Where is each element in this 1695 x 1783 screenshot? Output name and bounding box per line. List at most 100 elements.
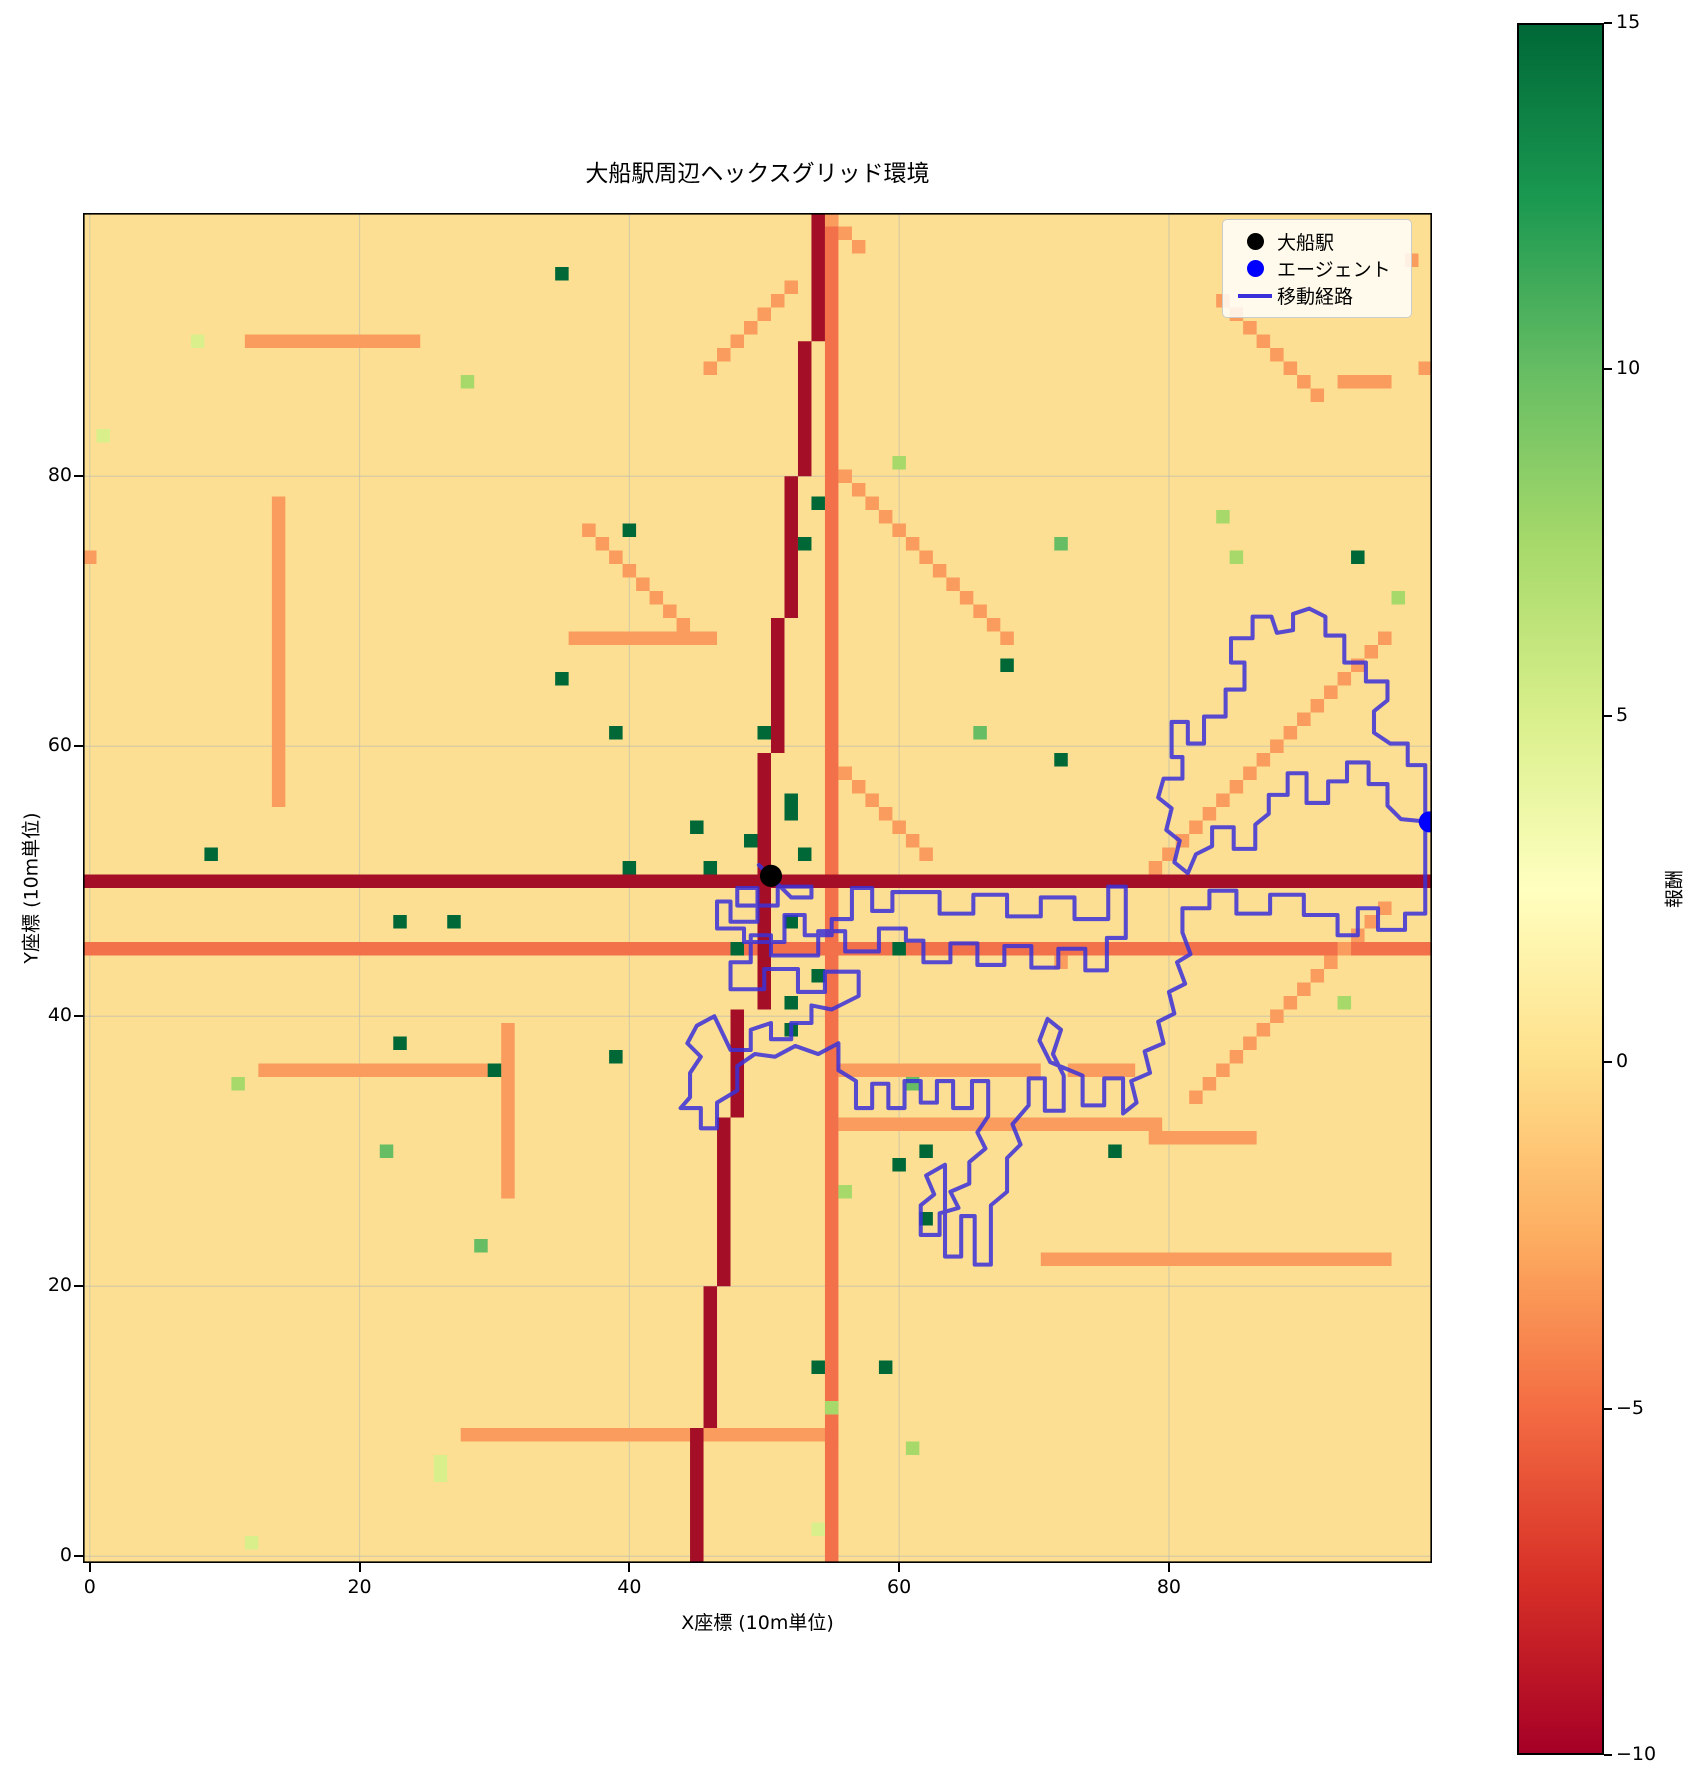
y-tick-mark [74,745,83,748]
diagonal-road-cell [1310,969,1325,983]
reward-cell-dark [892,1158,906,1172]
diagonal-road-cell [1243,321,1257,335]
diagonal-road-cell [986,618,1001,632]
diagonal-road-cell [1256,334,1271,348]
diagonal-road-cell [851,240,866,254]
reward-cell-mid [474,1239,488,1253]
diagonal-road-cell [1283,996,1298,1010]
reward-cell-mid [1054,537,1068,551]
diagonal-road-cell [1310,699,1325,713]
minor-road [568,631,718,645]
diagonal-road-cell [865,496,879,510]
reward-cell-dark [811,1360,825,1374]
diagonal-road-cell [1189,820,1203,834]
reward-cell-mid [973,726,987,740]
reward-cell-dark [1108,1144,1122,1158]
diagonal-road-cell [1337,672,1352,686]
diagonal-road-cell [932,564,947,578]
reward-cell-pale [433,1455,448,1469]
reward-cell-dark [811,969,825,983]
reward-cell-pale [190,334,205,348]
diagonal-road-cell [757,307,771,321]
diagonal-road-cell [851,483,866,497]
diagonal-road-cell [1243,766,1257,780]
reward-cell-dark [555,672,569,686]
station-dot [759,864,783,887]
plot-spine [83,213,1432,1563]
minor-road-cell [83,550,97,564]
diagonal-road-cell [838,226,852,240]
minor-road [1337,375,1392,389]
diagonal-road-cell [1364,915,1379,929]
reward-cell-dark [730,942,745,956]
x-tick-label: 80 [1156,1576,1182,1598]
x-tick-mark [898,1563,901,1572]
x-tick-mark [358,1563,361,1572]
minor-road [244,334,421,348]
diagonal-road-cell [838,766,852,780]
y-tick-mark [74,1285,83,1288]
diagonal-road-cell [1229,1050,1244,1064]
reward-cell-dark [784,793,798,807]
diagonal-road-cell [744,321,758,335]
diagonal-road-cell [1216,1063,1230,1077]
reward-cell-dark [690,820,704,834]
y-axis-label: Y座標 (10m単位) [20,812,43,964]
railway [811,213,825,342]
reward-cell-dark [784,996,798,1010]
reward-cell-light [1229,550,1244,564]
reward-cell-dark [784,915,798,929]
reward-cell-light [1391,591,1406,605]
diagonal-road-cell [973,604,987,618]
diagonal-road-cell [1162,847,1176,861]
diagonal-road-cell [1297,375,1311,389]
y-tick-label: 20 [47,1274,72,1297]
reward-cell-dark [878,1360,893,1374]
y-tick-mark [74,475,83,478]
reward-cell-dark [1054,753,1068,767]
minor-road [1040,1252,1392,1266]
diagonal-road-cell [1270,739,1284,753]
reward-cell-pale [811,1522,825,1536]
diagonal-road-cell [905,537,920,551]
diagonal-road-cell [1189,1090,1203,1104]
y-tick-mark [74,1015,83,1018]
diagonal-road-cell [878,807,893,821]
reward-cell-light [838,1185,852,1199]
minor-road [1067,1063,1136,1077]
reward-cell-dark [1351,550,1365,564]
x-tick-label: 60 [887,1576,912,1598]
diagonal-road-cell [851,780,866,794]
colorbar-tick-label: 5 [1616,703,1629,726]
reward-cell-light [1216,510,1230,524]
diagonal-road-cell [703,361,718,375]
plot-title: 大船駅周辺ヘックスグリッド環境 [585,161,930,187]
railway [784,476,798,618]
diagonal-road-cell [595,537,610,551]
diagonal-road-cell [730,334,745,348]
railway [690,1428,704,1563]
minor-road [258,1063,502,1077]
colorbar-tick-label: 10 [1616,357,1641,380]
reward-cell-dark [622,861,637,875]
diagonal-road-cell [1364,645,1379,659]
diagonal-road-cell [1256,1023,1271,1037]
diagonal-road-cell [636,577,650,591]
legend-marker-line [1238,293,1272,298]
diagonal-road-cell [878,510,893,524]
diagonal-road-cell [959,591,974,605]
minor-road [838,1063,1041,1077]
minor-road [271,496,286,807]
legend-marker-dot [1246,260,1264,277]
x-tick-mark [628,1563,631,1572]
diagonal-road-cell [1378,901,1392,915]
colorbar-tick-label: 15 [1616,11,1641,33]
reward-cell-light [231,1077,245,1091]
reward-cell-dark [703,861,718,875]
reward-cell-pale [433,1468,448,1482]
diagonal-road-cell [1324,685,1338,699]
diagonal-road-cell [649,591,664,605]
reward-cell-dark [797,847,812,861]
y-tick-mark [74,1555,83,1558]
